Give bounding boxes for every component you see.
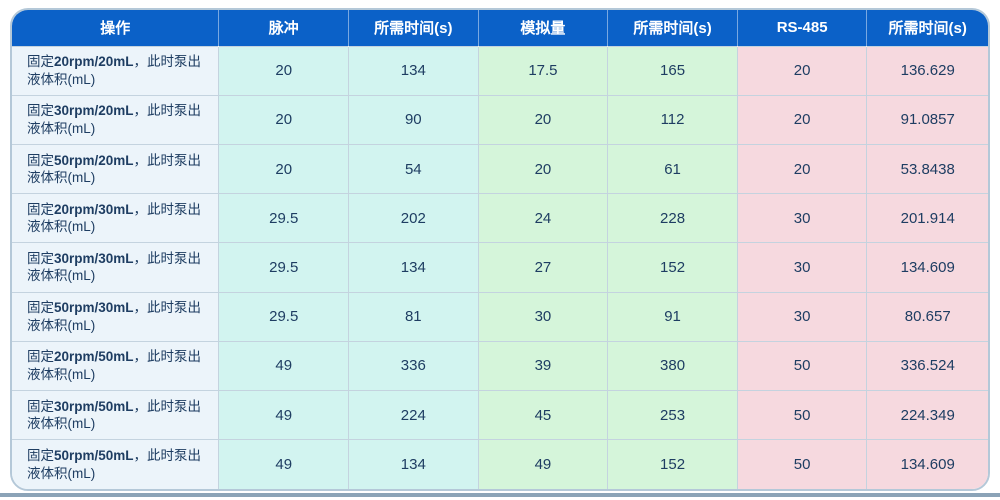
pulse-value-cell: 29.5 (218, 291, 350, 342)
rs485-time-cell: 53.8438 (866, 143, 988, 195)
header-analog-time: 所需时间(s) (607, 10, 738, 46)
analog-value-cell: 45 (477, 390, 609, 441)
pulse-value-cell: 20 (218, 94, 350, 145)
header-pulse-time: 所需时间(s) (348, 10, 479, 46)
pulse-value-cell: 49 (218, 340, 350, 392)
operation-cell: 固定50rpm/30mL，此时泵出液体积(mL) (12, 291, 220, 342)
table-row: 固定50rpm/50mL，此时泵出液体积(mL) 49 134 49 152 5… (12, 439, 988, 489)
rs485-value-cell: 50 (736, 340, 868, 392)
rs485-value-cell: 20 (736, 143, 868, 195)
pulse-time-cell: 224 (348, 390, 479, 441)
pulse-value-cell: 20 (218, 45, 350, 96)
rs485-time-cell: 134.609 (866, 242, 988, 293)
operation-cell: 固定20rpm/50mL，此时泵出液体积(mL) (12, 340, 220, 392)
operation-cell: 固定20rpm/30mL，此时泵出液体积(mL) (12, 193, 220, 244)
operation-cell: 固定30rpm/20mL，此时泵出液体积(mL) (12, 94, 220, 145)
analog-value-cell: 30 (477, 291, 609, 342)
analog-value-cell: 27 (477, 242, 609, 293)
table-row: 固定50rpm/30mL，此时泵出液体积(mL) 29.5 81 30 91 3… (12, 291, 988, 342)
pulse-time-cell: 134 (348, 45, 479, 96)
pulse-time-cell: 90 (348, 94, 479, 145)
analog-time-cell: 152 (607, 242, 738, 293)
pulse-value-cell: 49 (218, 390, 350, 441)
table-row: 固定20rpm/20mL，此时泵出液体积(mL) 20 134 17.5 165… (12, 45, 988, 96)
pulse-value-cell: 29.5 (218, 242, 350, 293)
analog-time-cell: 152 (607, 439, 738, 489)
analog-time-cell: 91 (607, 291, 738, 342)
bottom-divider (0, 493, 1000, 497)
analog-value-cell: 24 (477, 193, 609, 244)
rs485-value-cell: 30 (736, 193, 868, 244)
analog-value-cell: 17.5 (477, 45, 609, 96)
pulse-value-cell: 20 (218, 143, 350, 195)
header-rs485-time: 所需时间(s) (866, 10, 988, 46)
operation-cell: 固定30rpm/50mL，此时泵出液体积(mL) (12, 390, 220, 441)
analog-value-cell: 49 (477, 439, 609, 489)
rs485-time-cell: 91.0857 (866, 94, 988, 145)
table-row: 固定20rpm/50mL，此时泵出液体积(mL) 49 336 39 380 5… (12, 340, 988, 392)
pulse-time-cell: 336 (348, 340, 479, 392)
analog-time-cell: 380 (607, 340, 738, 392)
pump-timing-table-card: 操作 脉冲 所需时间(s) 模拟量 所需时间(s) RS-485 所需时间(s)… (10, 8, 990, 491)
analog-time-cell: 253 (607, 390, 738, 441)
operation-cell: 固定50rpm/50mL，此时泵出液体积(mL) (12, 439, 220, 489)
analog-value-cell: 20 (477, 143, 609, 195)
rs485-value-cell: 50 (736, 439, 868, 489)
pulse-time-cell: 54 (348, 143, 479, 195)
pump-timing-table: 操作 脉冲 所需时间(s) 模拟量 所需时间(s) RS-485 所需时间(s)… (12, 10, 988, 489)
pulse-time-cell: 81 (348, 291, 479, 342)
rs485-value-cell: 20 (736, 45, 868, 96)
rs485-time-cell: 80.657 (866, 291, 988, 342)
header-pulse: 脉冲 (218, 10, 350, 46)
header-analog: 模拟量 (478, 10, 609, 46)
table-body: 固定20rpm/20mL，此时泵出液体积(mL) 20 134 17.5 165… (12, 45, 988, 489)
header-operation: 操作 (12, 10, 220, 46)
analog-time-cell: 61 (607, 143, 738, 195)
pulse-value-cell: 49 (218, 439, 350, 489)
operation-cell: 固定20rpm/20mL，此时泵出液体积(mL) (12, 45, 220, 96)
analog-value-cell: 39 (477, 340, 609, 392)
analog-time-cell: 112 (607, 94, 738, 145)
header-rs485: RS-485 (737, 10, 868, 46)
header-row: 操作 脉冲 所需时间(s) 模拟量 所需时间(s) RS-485 所需时间(s) (12, 10, 988, 46)
rs485-value-cell: 30 (736, 291, 868, 342)
rs485-value-cell: 30 (736, 242, 868, 293)
pulse-time-cell: 134 (348, 242, 479, 293)
table-row: 固定30rpm/30mL，此时泵出液体积(mL) 29.5 134 27 152… (12, 242, 988, 293)
pulse-value-cell: 29.5 (218, 193, 350, 244)
table-row: 固定20rpm/30mL，此时泵出液体积(mL) 29.5 202 24 228… (12, 193, 988, 244)
rs485-time-cell: 336.524 (866, 340, 988, 392)
analog-value-cell: 20 (477, 94, 609, 145)
pulse-time-cell: 202 (348, 193, 479, 244)
rs485-time-cell: 224.349 (866, 390, 988, 441)
rs485-time-cell: 201.914 (866, 193, 988, 244)
table-row: 固定30rpm/20mL，此时泵出液体积(mL) 20 90 20 112 20… (12, 94, 988, 145)
operation-cell: 固定30rpm/30mL，此时泵出液体积(mL) (12, 242, 220, 293)
pulse-time-cell: 134 (348, 439, 479, 489)
analog-time-cell: 228 (607, 193, 738, 244)
rs485-time-cell: 136.629 (866, 45, 988, 96)
analog-time-cell: 165 (607, 45, 738, 96)
rs485-value-cell: 50 (736, 390, 868, 441)
table-row: 固定50rpm/20mL，此时泵出液体积(mL) 20 54 20 61 20 … (12, 143, 988, 195)
operation-cell: 固定50rpm/20mL，此时泵出液体积(mL) (12, 143, 220, 195)
rs485-time-cell: 134.609 (866, 439, 988, 489)
rs485-value-cell: 20 (736, 94, 868, 145)
table-row: 固定30rpm/50mL，此时泵出液体积(mL) 49 224 45 253 5… (12, 390, 988, 441)
